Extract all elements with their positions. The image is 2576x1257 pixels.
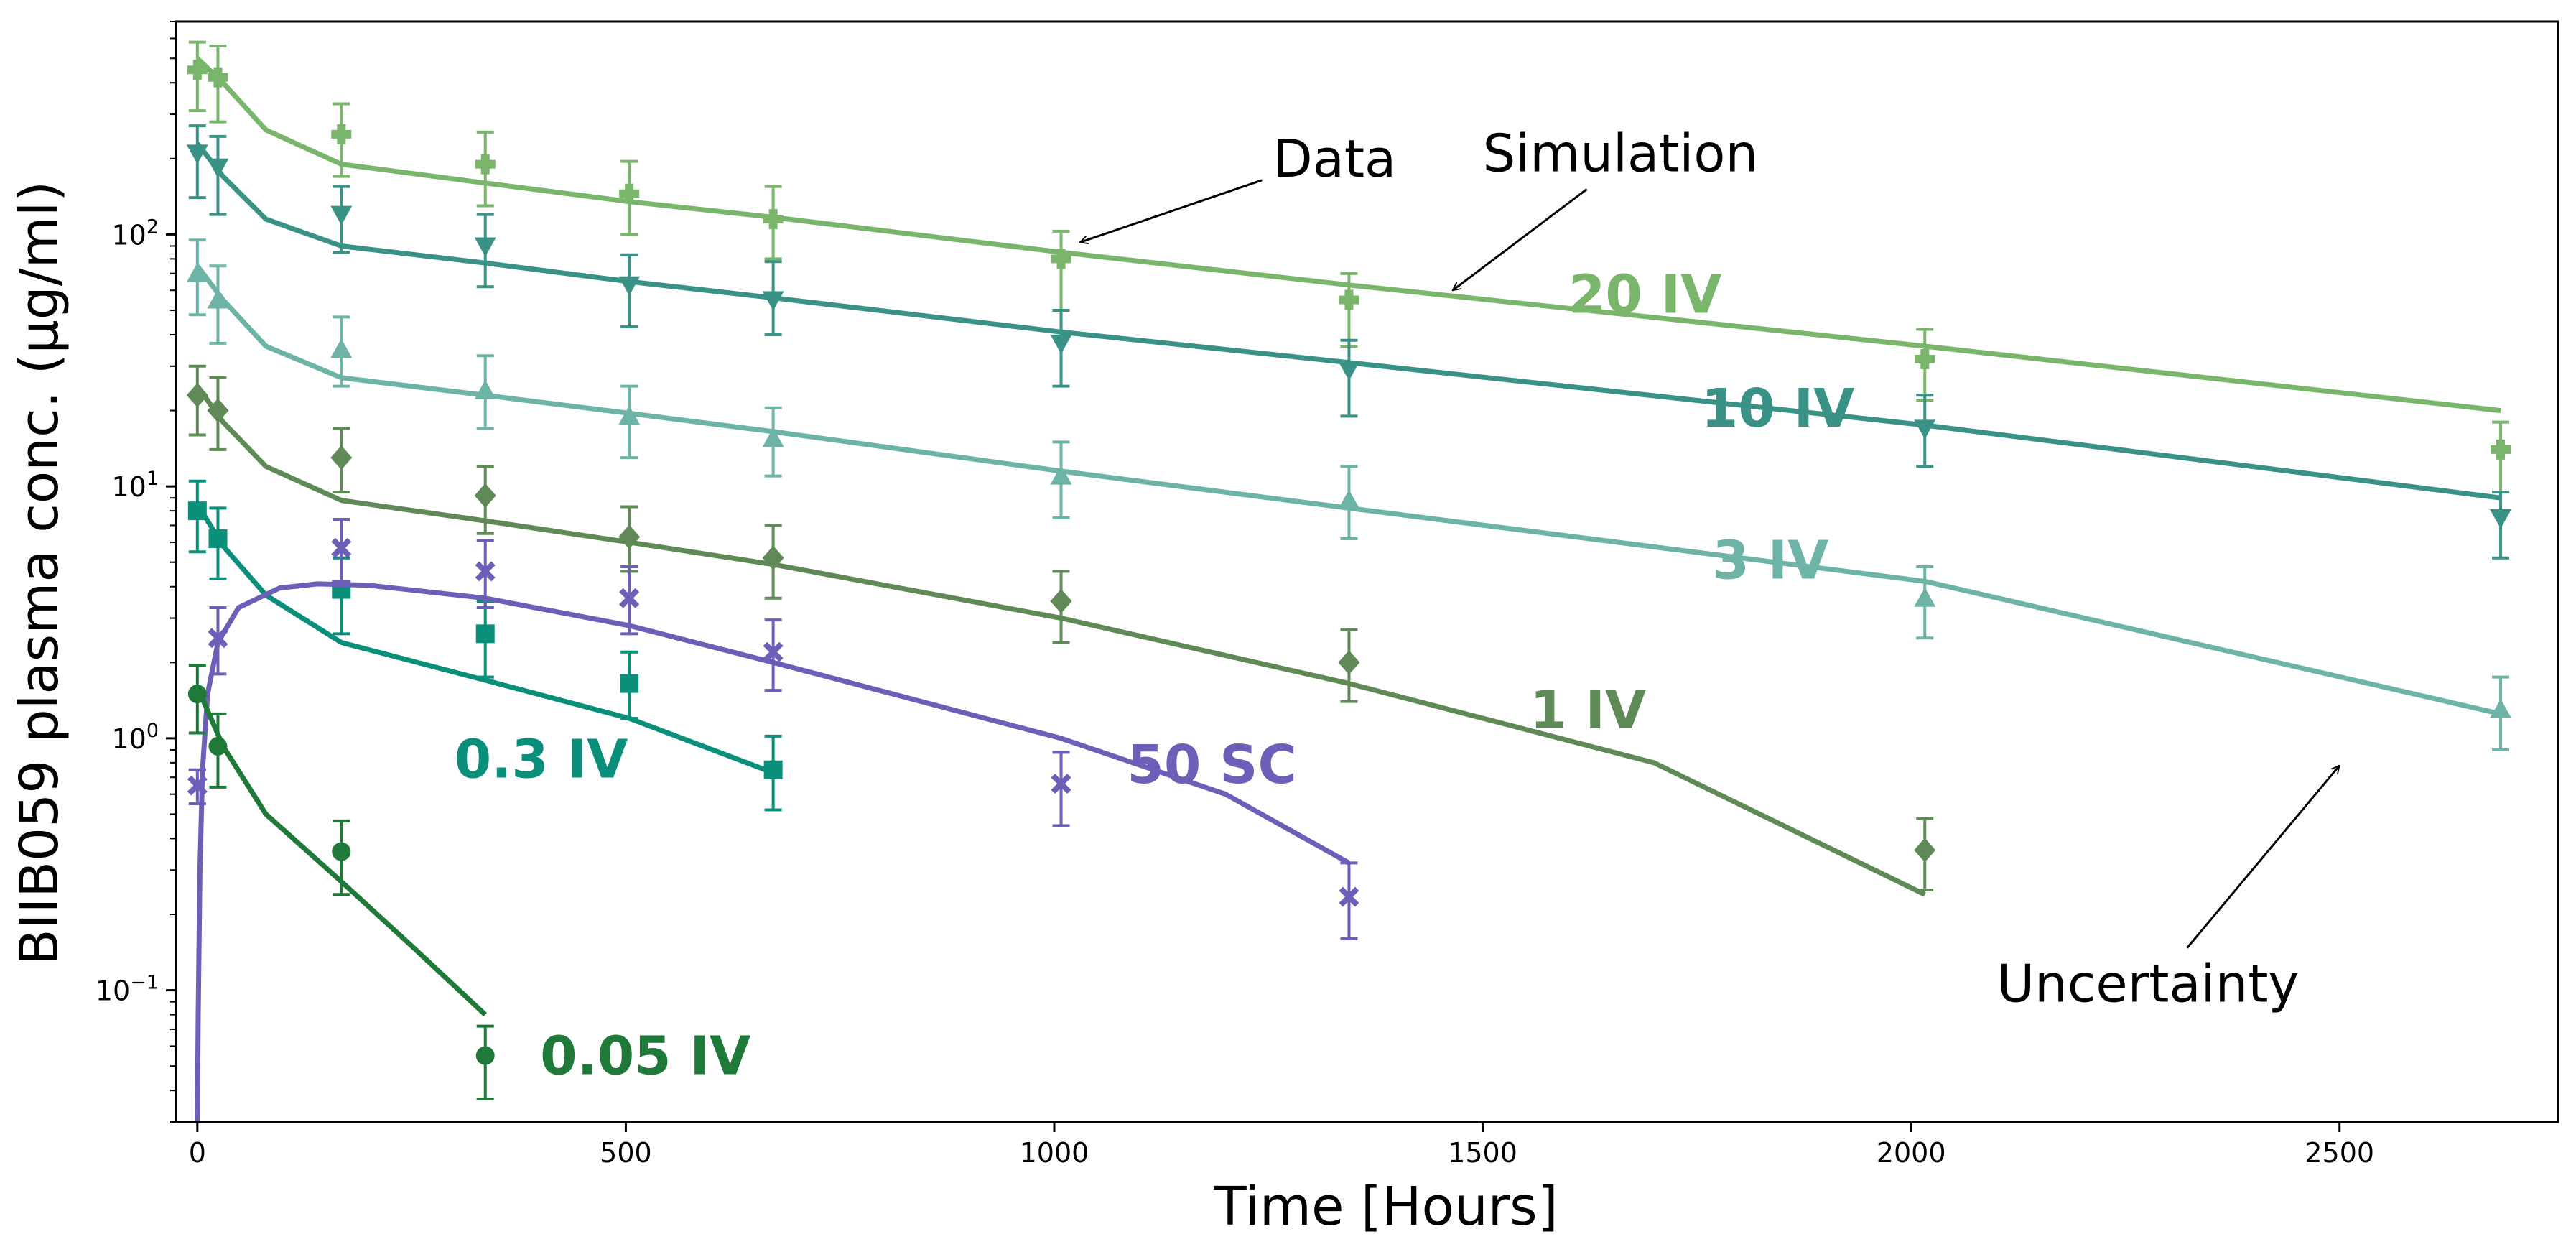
data-point-3-iv-1 [207,289,229,309]
data-point-3-iv-4 [618,405,641,425]
data-point-10-iv-3 [474,237,496,257]
series-20-iv [187,40,2511,493]
x-tick-label: 2000 [1877,1137,1946,1169]
data-point-50-sc-0 [187,775,208,796]
data-point-10-iv-2 [330,205,353,226]
data-point-10-iv-5 [762,291,784,311]
data-point-10-iv-7 [1338,361,1360,381]
data-point-1-iv-2 [330,445,353,470]
series-layer [186,40,2512,1123]
data-point-3-iv-5 [762,427,784,447]
x-tick-label: 1500 [1448,1137,1517,1169]
data-point-1-iv-3 [474,483,496,508]
series-50-sc [187,518,1359,1123]
data-point-1-iv-4 [618,524,641,549]
annotation-arrow-simulation [1453,188,1588,292]
data-point-50-sc-6 [1051,774,1071,794]
data-point-3-iv-8 [1914,587,1936,607]
data-point-10-iv-9 [2490,509,2512,529]
annotation-uncertainty: Uncertainty [1996,954,2299,1014]
data-point-0-3-iv-3 [475,624,495,644]
data-point-1-iv-5 [762,545,784,570]
data-point-50-sc-7 [1339,886,1359,907]
data-point-3-iv-9 [2490,698,2512,718]
data-point-10-iv-0 [186,144,208,164]
axes-layer: 0 500 1000 1500 2000 2500 10−1 100 101 102 [96,20,2559,1169]
data-point-50-sc-3 [475,561,496,582]
series-label-10-iv: 10 IV [1701,378,1855,440]
series-3-iv [186,238,2512,751]
series-0-05-iv [187,664,495,1101]
data-point-3-iv-2 [330,338,353,358]
annotation-arrow-data [1080,179,1263,243]
y-tick-label: 100 [111,720,159,755]
data-point-20-iv-8 [1915,348,1935,369]
series-label-20-iv: 20 IV [1568,264,1722,325]
data-point-0-05-iv-0 [187,685,207,704]
plot-frame [175,20,2559,1123]
data-point-50-sc-5 [763,641,784,662]
data-point-20-iv-5 [763,209,784,230]
x-tick-label: 0 [189,1137,206,1169]
annotation-layer: Data Simulation Uncertainty [1080,123,2340,1014]
data-point-1-iv-0 [186,383,208,408]
x-axis-title: Time [Hours] [1213,1176,1558,1238]
data-point-3-iv-0 [186,262,208,282]
series-10-iv [186,124,2512,560]
data-point-1-iv-6 [1050,589,1072,614]
data-point-1-iv-7 [1338,650,1360,675]
y-axis-title: BIIB059 plasma conc. (µg/ml) [9,181,70,965]
data-point-20-iv-9 [2491,439,2511,460]
data-point-0-3-iv-1 [208,529,228,548]
series-1-iv [186,364,1936,897]
data-point-10-iv-8 [1914,419,1936,440]
simulation-line-50-sc [195,581,1351,1123]
data-point-1-iv-8 [1914,838,1936,863]
data-point-50-sc-1 [208,628,228,649]
data-point-3-iv-6 [1050,465,1072,485]
data-point-0-3-iv-5 [763,760,783,779]
data-point-50-sc-4 [619,588,640,608]
data-point-0-05-iv-1 [208,736,228,756]
annotation-data: Data [1273,129,1396,189]
series-label-0-3-iv: 0.3 IV [455,728,628,790]
data-point-20-iv-6 [1051,249,1071,269]
labels-layer: 20 IV 10 IV 3 IV 1 IV 0.3 IV 50 SC 0.05 IV [455,264,1855,1087]
data-point-20-iv-2 [331,124,352,144]
series-label-50-sc: 50 SC [1127,734,1296,796]
data-point-0-3-iv-4 [620,674,639,693]
data-point-10-iv-4 [618,276,641,296]
data-point-20-iv-3 [475,154,496,175]
data-point-10-iv-1 [207,158,229,178]
data-point-0-3-iv-0 [187,501,207,521]
data-point-10-iv-6 [1050,334,1072,354]
series-label-3-iv: 3 IV [1712,530,1828,592]
annotation-arrow-uncertainty [2186,766,2339,949]
y-tick-label: 101 [111,468,159,503]
data-point-3-iv-7 [1338,489,1360,509]
data-point-0-05-iv-2 [332,842,351,861]
x-tick-label: 2500 [2305,1137,2374,1169]
data-point-20-iv-1 [208,67,228,88]
data-point-20-iv-0 [187,60,208,80]
data-point-50-sc-2 [331,537,352,558]
x-tick-label: 1000 [1020,1137,1089,1169]
data-point-1-iv-1 [207,398,229,423]
data-point-3-iv-3 [474,379,496,399]
y-tick-label: 102 [111,215,159,251]
y-tick-label: 10−1 [96,972,159,1007]
x-tick-label: 500 [600,1137,652,1169]
series-label-1-iv: 1 IV [1530,679,1646,741]
data-point-20-iv-4 [619,183,640,204]
annotation-simulation: Simulation [1483,123,1759,183]
data-point-0-05-iv-3 [475,1046,495,1065]
series-label-0-05-iv: 0.05 IV [540,1026,750,1087]
data-point-20-iv-7 [1339,289,1359,310]
